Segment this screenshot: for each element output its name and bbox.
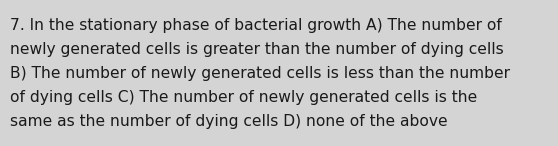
Text: 7. In the stationary phase of bacterial growth A) The number of: 7. In the stationary phase of bacterial … bbox=[10, 18, 502, 33]
Text: same as the number of dying cells D) none of the above: same as the number of dying cells D) non… bbox=[10, 114, 448, 129]
Text: of dying cells C) The number of newly generated cells is the: of dying cells C) The number of newly ge… bbox=[10, 90, 477, 105]
Text: newly generated cells is greater than the number of dying cells: newly generated cells is greater than th… bbox=[10, 42, 504, 57]
Text: B) The number of newly generated cells is less than the number: B) The number of newly generated cells i… bbox=[10, 66, 510, 81]
